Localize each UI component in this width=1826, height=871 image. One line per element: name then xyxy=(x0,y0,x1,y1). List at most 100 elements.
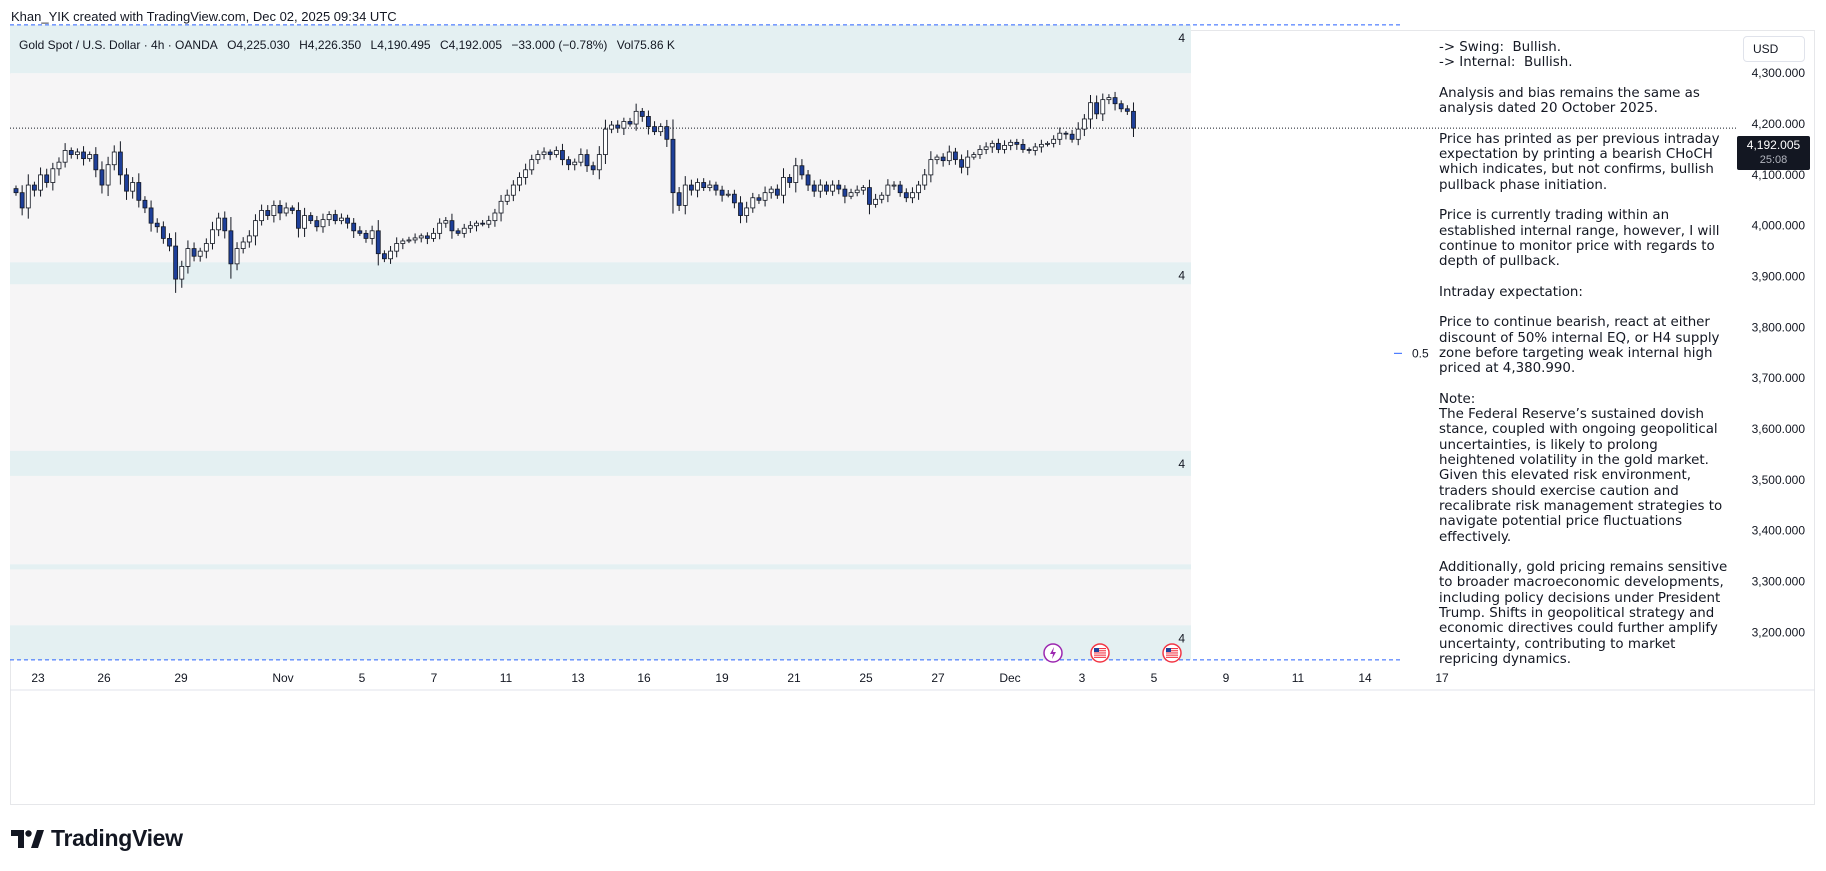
candle-body xyxy=(68,150,74,155)
zone-label: 4 xyxy=(1178,268,1185,282)
time-tick-label: 5 xyxy=(359,671,366,685)
event-us-flag-icon[interactable] xyxy=(1090,643,1110,663)
candle-body xyxy=(394,243,400,252)
footer-brand[interactable]: TradingView xyxy=(11,825,183,852)
candle-body xyxy=(621,121,627,129)
candle-body xyxy=(977,149,983,155)
candle-body xyxy=(646,116,651,127)
candle-body xyxy=(639,110,645,117)
candle-body xyxy=(627,121,633,125)
candle-body xyxy=(142,199,148,209)
bar-countdown: 25:08 xyxy=(1759,154,1788,166)
candle-body xyxy=(922,174,928,186)
flag-stripe xyxy=(1094,652,1106,654)
time-axis[interactable]: 23 26 29 Nov 5 7 11 13 16 19 21 25 27 Dec 3 5 9 11 14 17 xyxy=(10,671,1815,691)
candle-body xyxy=(19,192,25,209)
candle-body xyxy=(191,248,197,257)
candle-body xyxy=(308,215,314,222)
time-tick-label: 11 xyxy=(1292,671,1305,685)
candle-body xyxy=(228,230,234,265)
candle-body xyxy=(203,243,209,252)
candle-body xyxy=(136,182,142,201)
price-tick-label: 3,600.000 xyxy=(1752,422,1806,436)
candle-body xyxy=(486,220,492,225)
candle-body xyxy=(431,232,436,239)
event-us-flag-icon[interactable] xyxy=(1162,643,1182,663)
event-lightning-icon[interactable] xyxy=(1043,643,1063,663)
candle-body xyxy=(701,182,707,188)
time-tick-label: 16 xyxy=(637,671,651,685)
candle-body xyxy=(1124,108,1130,112)
candle-body xyxy=(916,184,921,194)
candle-body xyxy=(603,128,608,155)
candle-body xyxy=(885,184,891,196)
candle-body xyxy=(652,126,657,133)
candle-body xyxy=(50,168,56,183)
legend-symbol[interactable]: Gold Spot / U.S. Dollar · 4h · OANDA xyxy=(19,38,218,52)
candle-body xyxy=(725,193,731,196)
candle-body xyxy=(222,217,228,232)
candle-body xyxy=(1026,149,1032,151)
candle-body xyxy=(695,182,700,191)
candle-body xyxy=(744,207,750,216)
candle-body xyxy=(1088,102,1093,120)
candle-body xyxy=(351,222,357,232)
candle-body xyxy=(811,184,817,192)
candle-body xyxy=(873,198,878,205)
candle-body xyxy=(498,200,504,214)
candle-body xyxy=(523,169,529,178)
candle-body xyxy=(25,184,31,209)
candle-body xyxy=(302,215,307,229)
candle-body xyxy=(1057,132,1063,140)
price-tick-label: 3,400.000 xyxy=(1752,524,1806,538)
time-tick-label: 9 xyxy=(1223,671,1230,685)
candle-body xyxy=(860,187,866,191)
candle-body xyxy=(590,165,596,171)
legend-close: C4,192.005 xyxy=(439,38,503,52)
candle-body xyxy=(774,188,780,196)
candle-body xyxy=(1045,142,1050,145)
candle-body xyxy=(719,189,725,196)
price-chart[interactable]: 4 4 4 4 0.5 4,300.000 4,200.000 4,100.000 4,00… xyxy=(0,0,1826,810)
price-tick-label: 3,500.000 xyxy=(1752,473,1806,487)
candle-body xyxy=(388,250,393,260)
candle-body xyxy=(529,159,535,171)
candle-body xyxy=(369,230,375,239)
candle-body xyxy=(443,220,449,224)
events-layer[interactable] xyxy=(1043,643,1182,663)
price-tick-label: 4,300.000 xyxy=(1752,66,1806,80)
candle-body xyxy=(504,194,510,202)
legend-volume: Vol75.86 K xyxy=(616,38,675,52)
candle-body xyxy=(1020,143,1026,150)
candle-body xyxy=(1063,132,1069,135)
time-tick-label: 21 xyxy=(787,671,801,685)
supply-demand-zone xyxy=(10,262,1191,285)
candle-body xyxy=(148,207,154,224)
candle-body xyxy=(731,193,737,204)
flag-stripe xyxy=(1166,656,1178,658)
candle-body xyxy=(953,151,958,161)
price-tick-label: 3,200.000 xyxy=(1752,625,1806,639)
candle-body xyxy=(584,154,590,167)
candle-body xyxy=(848,192,854,197)
flag-stripe xyxy=(1094,656,1106,658)
candle-body xyxy=(996,142,1001,150)
price-axis[interactable]: 4,300.000 4,200.000 4,100.000 4,000.000 3,90… xyxy=(1752,66,1806,639)
supply-demand-zone xyxy=(10,24,1191,74)
time-tick-label: 13 xyxy=(571,671,585,685)
candle-body xyxy=(375,230,381,255)
candle-body xyxy=(535,154,541,161)
candle-body xyxy=(437,222,443,234)
candle-body xyxy=(989,142,995,148)
flag-stripe xyxy=(1166,648,1178,650)
candle-body xyxy=(93,154,99,171)
candle-body xyxy=(596,154,602,171)
candle-body xyxy=(824,184,829,192)
candle-body xyxy=(959,159,964,168)
candle-body xyxy=(467,225,473,229)
candle-body xyxy=(1131,110,1136,129)
candle-body xyxy=(1118,103,1124,110)
currency-selector[interactable]: USD xyxy=(1743,36,1805,62)
symbol-legend: Gold Spot / U.S. Dollar · 4h · OANDA O4,… xyxy=(19,38,681,52)
candle-body xyxy=(934,156,940,161)
